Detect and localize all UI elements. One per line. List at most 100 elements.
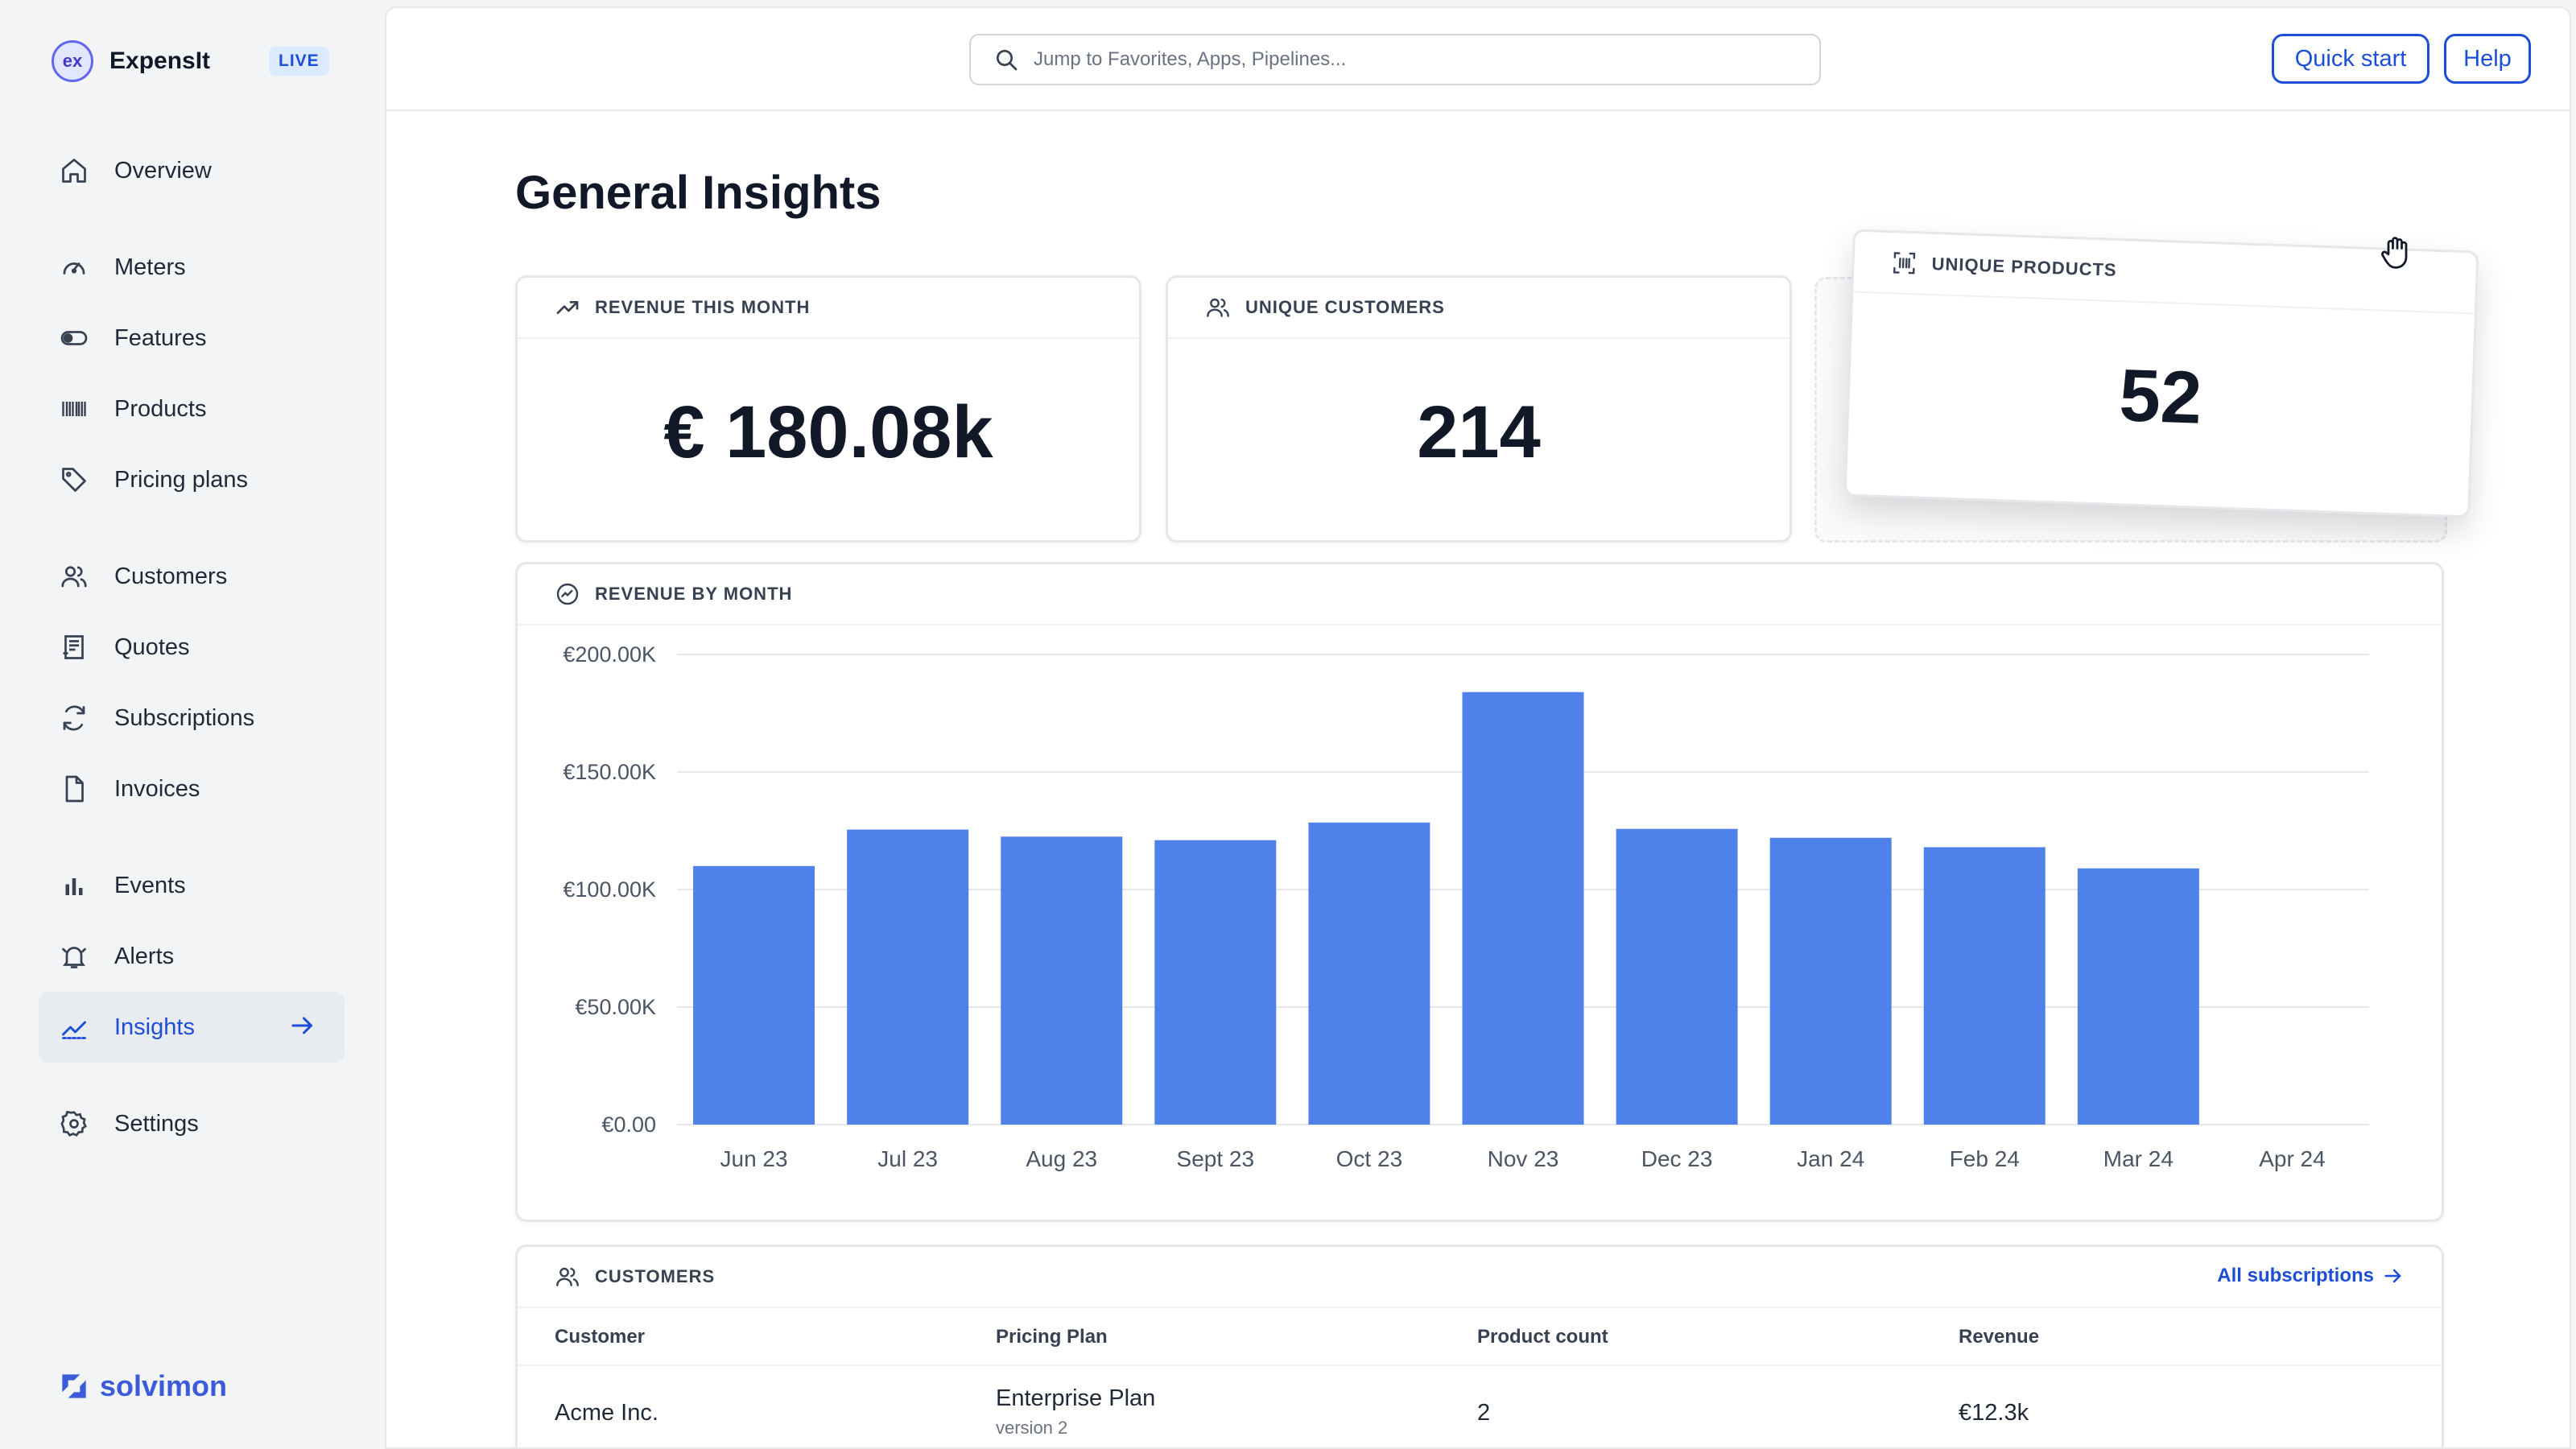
- card-header: REVENUE BY MONTH: [518, 564, 2442, 625]
- sidebar-item-label: Products: [114, 395, 207, 422]
- x-tick-label: Jun 23: [720, 1146, 788, 1171]
- customers-table-card: CUSTOMERS All subscriptions Customer Pri…: [515, 1245, 2444, 1447]
- chart-bar: [1769, 837, 1892, 1125]
- sidebar: ex ExpensIt LIVE Overview Meters: [0, 0, 385, 1449]
- stat-card-revenue: REVENUE THIS MONTH € 180.08k: [515, 275, 1141, 543]
- card-header: UNIQUE PRODUCTS: [1853, 231, 2477, 315]
- bar-chart-icon: [39, 850, 109, 921]
- table-title: CUSTOMERS: [595, 1266, 716, 1286]
- x-tick-label: Nov 23: [1488, 1146, 1559, 1171]
- grab-cursor-icon: [2381, 237, 2408, 269]
- all-subscriptions-link[interactable]: All subscriptions: [2217, 1265, 2405, 1287]
- chart-bar: [1462, 691, 1584, 1125]
- table-row[interactable]: Acme Inc. Enterprise Plan version 2 2 €1…: [518, 1368, 2442, 1447]
- sidebar-item-events[interactable]: Events: [39, 850, 345, 921]
- stat-card-customers: UNIQUE CUSTOMERS 214: [1166, 275, 1792, 543]
- search-icon: [997, 50, 1018, 71]
- x-tick-label: Dec 23: [1641, 1146, 1713, 1171]
- sidebar-item-quotes[interactable]: Quotes: [39, 612, 345, 683]
- receipt-icon: [39, 612, 109, 683]
- card-header: UNIQUE CUSTOMERS: [1168, 278, 1790, 339]
- sidebar-item-settings[interactable]: Settings: [39, 1088, 345, 1159]
- sidebar-item-features[interactable]: Features: [39, 303, 345, 374]
- column-header[interactable]: Customer: [555, 1326, 646, 1348]
- revenue-cell: €12.3k: [1959, 1400, 2029, 1426]
- toggle-icon: [39, 303, 109, 374]
- users-icon: [39, 541, 109, 612]
- sidebar-item-label: Alerts: [114, 943, 175, 969]
- sidebar-item-label: Settings: [114, 1110, 199, 1137]
- scan-barcode-icon: [1893, 252, 1916, 275]
- x-tick-label: Jul 23: [877, 1146, 938, 1171]
- stat-value: 214: [1417, 391, 1541, 473]
- topbar: Quick start Help: [386, 8, 2570, 111]
- bell-icon: [39, 921, 109, 992]
- gear-icon: [39, 1088, 109, 1159]
- chart-bar: [2077, 868, 2199, 1125]
- x-tick-label: Apr 24: [2259, 1146, 2326, 1171]
- product-count-cell: 2: [1477, 1400, 1491, 1426]
- stat-title: REVENUE THIS MONTH: [595, 297, 811, 317]
- arrow-right-icon: [291, 1017, 312, 1034]
- sidebar-item-alerts[interactable]: Alerts: [39, 921, 345, 992]
- sidebar-item-subscriptions[interactable]: Subscriptions: [39, 683, 345, 753]
- chart-bar: [847, 829, 969, 1125]
- solvimon-logo-icon: [62, 1374, 86, 1398]
- stat-title: UNIQUE CUSTOMERS: [1245, 297, 1445, 317]
- sidebar-item-customers[interactable]: Customers: [39, 541, 345, 612]
- sidebar-item-label: Customers: [114, 563, 228, 589]
- card-header: CUSTOMERS: [518, 1247, 2442, 1308]
- stat-value: € 180.08k: [663, 391, 993, 473]
- home-icon: [39, 135, 109, 206]
- x-tick-label: Mar 24: [2103, 1146, 2174, 1171]
- sidebar-item-label: Meters: [114, 254, 186, 280]
- search-input[interactable]: [1034, 48, 1758, 71]
- stat-value: 52: [2118, 354, 2203, 440]
- y-tick-label: €100.00K: [563, 877, 656, 902]
- quick-start-button[interactable]: Quick start: [2272, 34, 2429, 84]
- chart-bar: [1001, 836, 1123, 1125]
- chart-title: REVENUE BY MONTH: [595, 584, 793, 604]
- sidebar-item-overview[interactable]: Overview: [39, 135, 345, 206]
- tag-icon: [39, 444, 109, 515]
- document-icon: [39, 753, 109, 824]
- sidebar-item-insights[interactable]: Insights: [39, 992, 345, 1063]
- sidebar-item-meters[interactable]: Meters: [39, 232, 345, 303]
- users-icon: [1207, 298, 1229, 317]
- sidebar-item-label: Invoices: [114, 775, 200, 802]
- plan-version: version 2: [996, 1418, 1068, 1438]
- plan-cell: Enterprise Plan: [996, 1385, 1156, 1411]
- revenue-bar-chart: €0.00 €50.00K €100.00K €150.00K €200.00K Jun …: [563, 642, 2369, 1171]
- link-label: All subscriptions: [2217, 1265, 2374, 1286]
- stat-card-products[interactable]: UNIQUE PRODUCTS 52: [1843, 229, 2479, 518]
- x-tick-label: Oct 23: [1336, 1146, 1402, 1171]
- sidebar-item-label: Overview: [114, 157, 212, 184]
- footer-brand: solvimon: [56, 1368, 227, 1404]
- column-header[interactable]: Revenue: [1959, 1326, 2040, 1348]
- customer-cell[interactable]: Acme Inc.: [555, 1400, 658, 1426]
- sidebar-item-pricing-plans[interactable]: Pricing plans: [39, 444, 345, 515]
- environment-badge: LIVE: [269, 47, 329, 76]
- help-button[interactable]: Help: [2444, 34, 2531, 84]
- stat-title: UNIQUE PRODUCTS: [1931, 253, 2118, 280]
- sidebar-item-label: Insights: [114, 1013, 195, 1040]
- sidebar-item-label: Pricing plans: [114, 466, 249, 493]
- brand-name: ExpensIt: [109, 47, 211, 74]
- arrow-right-icon: [2384, 1269, 2401, 1283]
- y-tick-label: €150.00K: [563, 760, 656, 784]
- chart-refresh-icon: [556, 583, 579, 605]
- chart-bar: [1616, 828, 1738, 1125]
- y-tick-label: €50.00K: [575, 995, 656, 1019]
- search-box[interactable]: [969, 34, 1821, 85]
- sidebar-item-invoices[interactable]: Invoices: [39, 753, 345, 824]
- column-header[interactable]: Pricing Plan: [996, 1326, 1108, 1348]
- table-header: Customer Pricing Plan Product count Reve…: [518, 1308, 2442, 1366]
- chart-bar: [1923, 847, 2046, 1125]
- brand[interactable]: ex ExpensIt: [52, 40, 211, 82]
- sidebar-item-products[interactable]: Products: [39, 374, 345, 444]
- column-header[interactable]: Product count: [1477, 1326, 1608, 1348]
- barcode-icon: [39, 374, 109, 444]
- chart-bar: [1308, 822, 1430, 1125]
- sidebar-item-label: Events: [114, 872, 186, 898]
- main-panel: Quick start Help General Insights REVENU…: [385, 6, 2571, 1449]
